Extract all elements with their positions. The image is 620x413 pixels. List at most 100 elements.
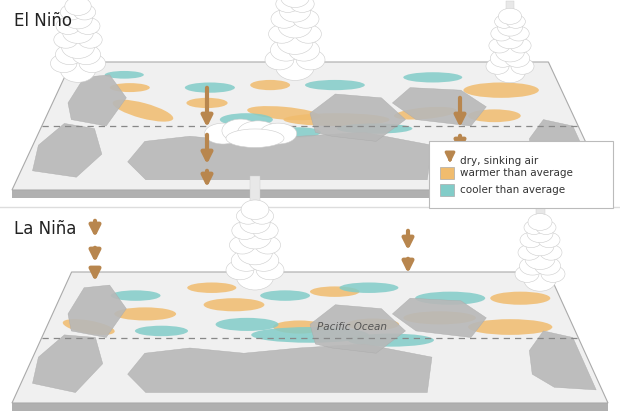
Polygon shape: [68, 75, 126, 126]
Ellipse shape: [273, 320, 326, 334]
Ellipse shape: [288, 39, 319, 61]
Ellipse shape: [260, 123, 297, 144]
FancyBboxPatch shape: [429, 141, 613, 208]
Ellipse shape: [54, 31, 78, 48]
Ellipse shape: [220, 113, 273, 126]
Ellipse shape: [541, 266, 565, 282]
Ellipse shape: [278, 127, 321, 138]
Ellipse shape: [486, 58, 509, 74]
Ellipse shape: [241, 200, 269, 219]
Ellipse shape: [250, 208, 273, 224]
Ellipse shape: [497, 30, 523, 49]
Ellipse shape: [79, 54, 105, 73]
Ellipse shape: [256, 260, 284, 280]
Ellipse shape: [538, 232, 560, 248]
Ellipse shape: [520, 232, 542, 248]
Ellipse shape: [232, 222, 257, 240]
Ellipse shape: [265, 50, 294, 70]
Ellipse shape: [498, 8, 521, 24]
Polygon shape: [12, 272, 608, 403]
Ellipse shape: [247, 106, 321, 120]
Ellipse shape: [511, 58, 534, 74]
Ellipse shape: [506, 15, 525, 28]
Ellipse shape: [415, 292, 485, 305]
Ellipse shape: [268, 25, 295, 43]
Ellipse shape: [260, 290, 310, 301]
Bar: [12, 190, 608, 198]
Ellipse shape: [394, 107, 457, 119]
Ellipse shape: [515, 161, 565, 177]
Polygon shape: [32, 335, 103, 392]
Ellipse shape: [276, 54, 314, 81]
Ellipse shape: [518, 245, 540, 260]
Ellipse shape: [187, 98, 228, 108]
Ellipse shape: [281, 0, 309, 7]
Polygon shape: [310, 305, 405, 353]
Bar: [440, 184, 454, 196]
Polygon shape: [310, 94, 405, 141]
Ellipse shape: [524, 221, 544, 235]
Ellipse shape: [468, 109, 521, 122]
Ellipse shape: [203, 298, 264, 311]
Ellipse shape: [283, 113, 389, 126]
Ellipse shape: [56, 17, 80, 34]
Ellipse shape: [524, 269, 556, 291]
Ellipse shape: [63, 22, 94, 43]
Ellipse shape: [253, 222, 278, 240]
Ellipse shape: [105, 71, 144, 78]
Polygon shape: [32, 123, 102, 177]
Text: Pacific Ocean: Pacific Ocean: [317, 322, 387, 332]
Ellipse shape: [525, 154, 560, 174]
Polygon shape: [529, 331, 596, 390]
Ellipse shape: [50, 54, 77, 73]
Ellipse shape: [237, 121, 278, 144]
Ellipse shape: [111, 290, 161, 301]
Text: La Niña: La Niña: [14, 220, 76, 238]
Ellipse shape: [60, 58, 95, 82]
Ellipse shape: [463, 83, 539, 98]
Ellipse shape: [216, 318, 278, 331]
Ellipse shape: [236, 208, 260, 224]
Ellipse shape: [237, 240, 272, 265]
Ellipse shape: [61, 36, 94, 59]
Ellipse shape: [60, 5, 82, 20]
Ellipse shape: [404, 311, 476, 324]
Bar: [440, 167, 454, 179]
Ellipse shape: [205, 123, 242, 144]
Ellipse shape: [490, 292, 551, 305]
Ellipse shape: [348, 334, 434, 347]
Ellipse shape: [293, 10, 319, 28]
Ellipse shape: [536, 221, 556, 235]
Ellipse shape: [113, 100, 173, 122]
Ellipse shape: [510, 38, 531, 53]
Ellipse shape: [526, 236, 554, 256]
Ellipse shape: [64, 9, 92, 29]
Ellipse shape: [249, 250, 279, 271]
Ellipse shape: [505, 50, 529, 67]
Ellipse shape: [72, 45, 100, 64]
Ellipse shape: [270, 39, 301, 61]
Ellipse shape: [76, 17, 100, 34]
Ellipse shape: [497, 19, 523, 36]
Ellipse shape: [250, 80, 290, 90]
Ellipse shape: [290, 0, 314, 12]
Ellipse shape: [226, 260, 254, 280]
Ellipse shape: [403, 72, 463, 83]
Polygon shape: [529, 120, 596, 177]
Bar: [290, 0, 301, 67]
Ellipse shape: [276, 0, 300, 12]
Ellipse shape: [74, 5, 95, 20]
Ellipse shape: [528, 214, 552, 230]
Ellipse shape: [340, 282, 399, 293]
Ellipse shape: [495, 15, 514, 28]
Ellipse shape: [239, 226, 271, 249]
Ellipse shape: [110, 83, 150, 92]
Text: warmer than average: warmer than average: [460, 168, 573, 178]
Ellipse shape: [222, 119, 259, 142]
Ellipse shape: [520, 257, 546, 275]
Ellipse shape: [229, 236, 255, 254]
Ellipse shape: [226, 129, 284, 147]
Polygon shape: [392, 88, 486, 126]
Bar: [73, 0, 83, 70]
Ellipse shape: [185, 83, 235, 93]
